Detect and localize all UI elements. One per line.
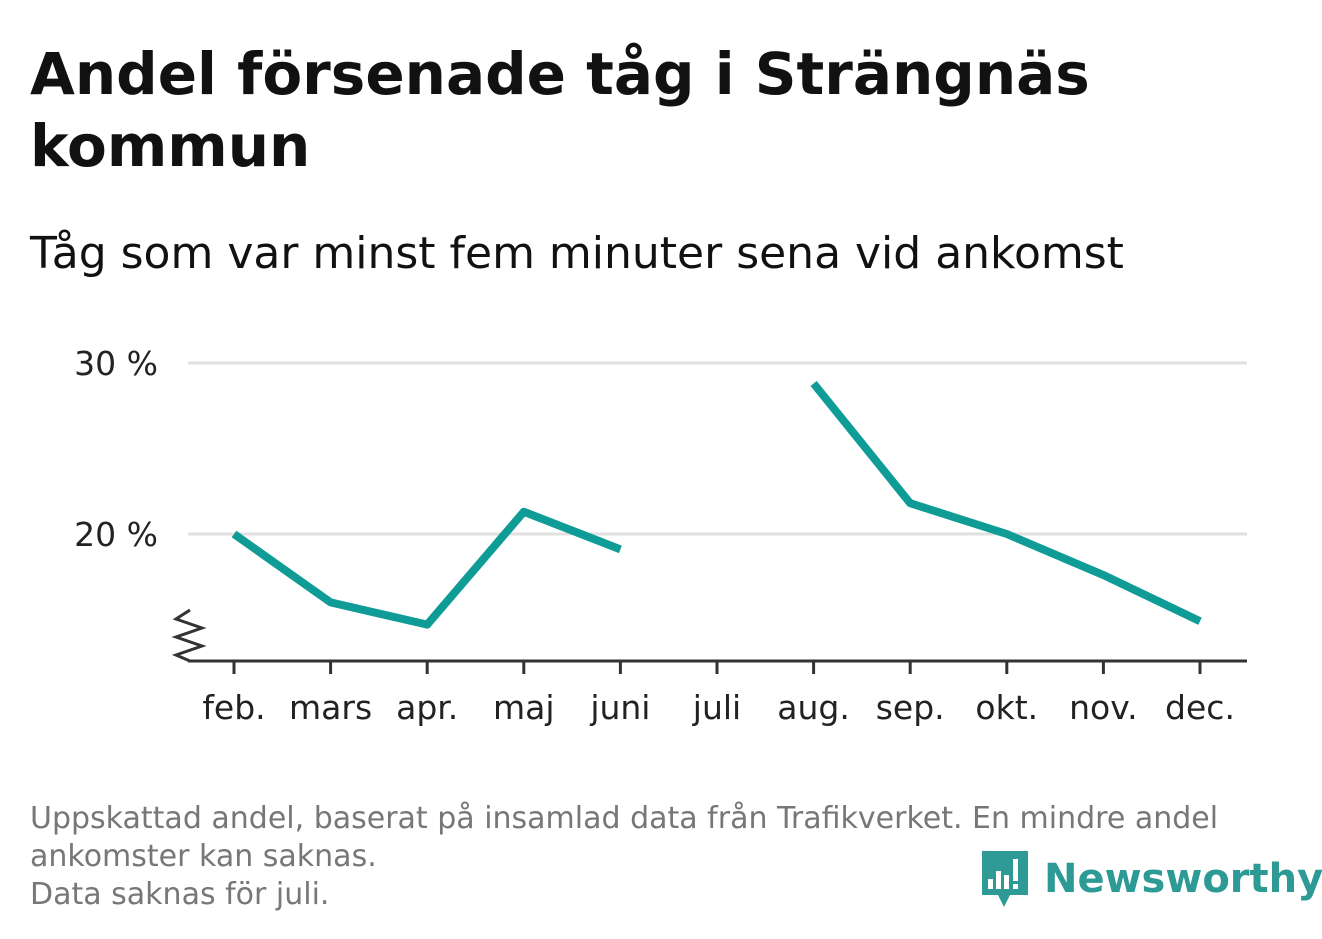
x-tick-label: maj: [493, 688, 555, 727]
y-tick-label: 20 %: [74, 515, 158, 554]
x-tick-label: feb.: [202, 688, 265, 727]
axis-break-icon: [171, 608, 207, 663]
series-lines: [231, 381, 1202, 629]
x-tick-label: nov.: [1069, 688, 1138, 727]
x-tick-label: dec.: [1165, 688, 1235, 727]
brand-name: Newsworthy: [1044, 856, 1322, 902]
x-axis: [171, 608, 1247, 663]
chart-subtitle: Tåg som var minst fem minuter sena vid a…: [30, 228, 1124, 279]
x-axis-ticks: feb. mars apr. maj juni juli aug. sep. okt. nov. d…: [202, 661, 1235, 727]
newsworthy-logo-icon: [982, 851, 1028, 907]
x-tick-label: sep.: [876, 688, 945, 727]
y-axis-ticks: 20 % 30 %: [74, 344, 158, 554]
series-line-segment: [231, 507, 622, 629]
x-tick-label: apr.: [396, 688, 458, 727]
footnote-line-2: ankomster kan saknas.: [30, 839, 377, 874]
x-tick-label: okt.: [975, 688, 1038, 727]
y-tick-label: 30 %: [74, 344, 158, 383]
footnote-line-1: Uppskattad andel, baserat på insamlad da…: [30, 801, 1219, 836]
chart-footnote: Uppskattad andel, baserat på insamlad da…: [30, 800, 1280, 914]
x-tick-label: mars: [289, 688, 372, 727]
newsworthy-brand: Newsworthy: [980, 848, 1322, 910]
line-chart: 20 % 30 % feb. mars apr. maj juni juli aug. sep.…: [74, 344, 1247, 727]
grid-lines: [188, 361, 1247, 536]
x-tick-label: juli: [692, 688, 741, 727]
footnote-line-3: Data saknas för juli.: [30, 877, 330, 912]
chart-title: Andel försenade tåg i Strängnäs kommun: [30, 40, 1090, 180]
x-tick-label: aug.: [777, 688, 850, 727]
x-tick-label: juni: [589, 688, 650, 727]
series-line-segment: [810, 381, 1202, 625]
